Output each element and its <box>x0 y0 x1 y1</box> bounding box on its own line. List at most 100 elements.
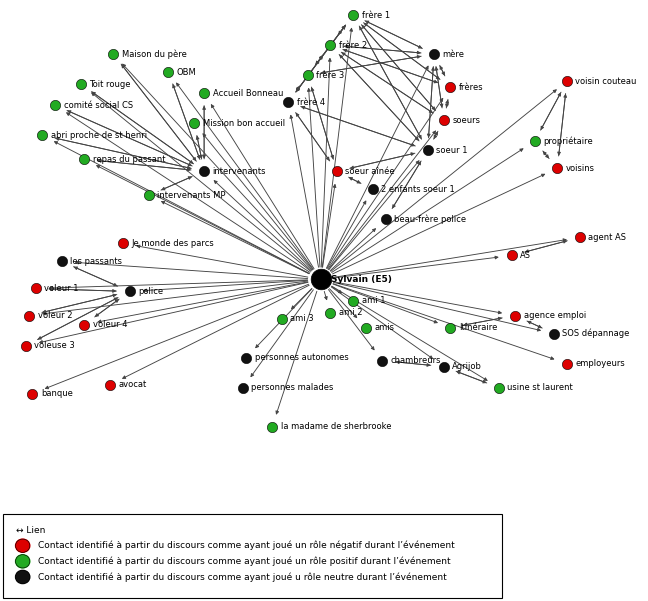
Point <box>325 40 336 50</box>
Text: ami 1: ami 1 <box>362 296 385 305</box>
Point <box>422 145 433 155</box>
Text: 2 enfants soeur 1: 2 enfants soeur 1 <box>381 185 455 194</box>
Circle shape <box>16 555 30 568</box>
Text: les passants: les passants <box>70 257 122 266</box>
Circle shape <box>16 539 30 552</box>
Text: soeur 1: soeur 1 <box>436 146 468 154</box>
Text: comité social CS: comité social CS <box>64 101 133 109</box>
Text: frère 4: frère 4 <box>297 98 325 106</box>
Point <box>27 389 38 398</box>
Text: banque: banque <box>41 389 73 398</box>
Point <box>494 383 504 392</box>
Point <box>510 311 520 320</box>
Text: SOS dépannage: SOS dépannage <box>562 329 630 338</box>
Text: OBM: OBM <box>177 68 196 76</box>
Text: Accueil Bonneau: Accueil Bonneau <box>213 89 283 97</box>
Point <box>189 118 200 128</box>
Point <box>367 185 378 194</box>
Text: intervenants MP: intervenants MP <box>157 191 226 200</box>
Point <box>575 233 585 242</box>
Point <box>552 163 562 173</box>
Text: ↔ Lien: ↔ Lien <box>16 526 45 534</box>
Point <box>380 215 391 224</box>
Point <box>377 356 388 365</box>
Text: voleur 4: voleur 4 <box>93 320 127 329</box>
Point <box>56 257 67 266</box>
Point <box>30 284 41 293</box>
Point <box>79 154 89 164</box>
Point <box>439 362 449 371</box>
Text: intervenants: intervenants <box>213 167 266 175</box>
Point <box>361 323 371 332</box>
Text: chambreurs: chambreurs <box>391 356 441 365</box>
Text: Contact identifié à partir du discours comme ayant joué u rôle neutre durant l’é: Contact identifié à partir du discours c… <box>38 572 446 582</box>
Point <box>79 320 89 329</box>
Text: Sylvain (E5): Sylvain (E5) <box>331 275 392 284</box>
Point <box>199 166 209 176</box>
Text: police: police <box>138 287 163 296</box>
Circle shape <box>16 570 30 584</box>
Text: voleur 1: voleur 1 <box>44 284 78 293</box>
Point <box>199 88 209 98</box>
Point <box>562 359 572 368</box>
Text: Contact identifié à partir du discours comme ayant joué un rôle négatif durant l: Contact identifié à partir du discours c… <box>38 541 454 551</box>
Point <box>50 100 60 110</box>
Text: employeurs: employeurs <box>575 359 625 368</box>
Text: usine st laurent: usine st laurent <box>507 383 573 392</box>
Text: beau-frère police: beau-frère police <box>394 215 466 224</box>
Point <box>37 130 47 140</box>
Text: amis: amis <box>375 323 395 332</box>
Text: la madame de sherbrooke: la madame de sherbrooke <box>281 423 391 431</box>
Point <box>445 82 456 92</box>
Text: voleur 2: voleur 2 <box>38 311 72 320</box>
Text: frère 1: frère 1 <box>362 11 389 19</box>
Point <box>439 115 449 125</box>
Text: Je monde des parcs: Je monde des parcs <box>132 239 214 248</box>
Text: voleuse 3: voleuse 3 <box>34 341 75 350</box>
Point <box>76 79 86 89</box>
Text: Maison du père: Maison du père <box>122 49 187 59</box>
Point <box>267 422 277 432</box>
Text: personnes autonomes: personnes autonomes <box>255 353 349 362</box>
Text: frères: frères <box>459 83 483 91</box>
Point <box>507 251 517 260</box>
FancyBboxPatch shape <box>3 514 502 598</box>
Point <box>529 136 540 146</box>
Text: AS: AS <box>520 251 531 260</box>
Point <box>163 67 174 77</box>
Text: mère: mère <box>443 50 465 58</box>
Point <box>118 239 128 248</box>
Point <box>332 166 342 176</box>
Point <box>238 383 248 392</box>
Text: Mission bon accueil: Mission bon accueil <box>203 119 285 127</box>
Text: propriétaire: propriétaire <box>543 136 593 146</box>
Point <box>562 76 572 86</box>
Text: frère 2: frère 2 <box>339 41 367 49</box>
Point <box>124 287 135 296</box>
Text: abri proche de st henri: abri proche de st henri <box>51 131 146 139</box>
Text: personnes malades: personnes malades <box>251 383 334 392</box>
Point <box>21 341 31 350</box>
Point <box>429 49 439 59</box>
Text: voisins: voisins <box>566 164 595 172</box>
Point <box>283 97 294 107</box>
Point <box>105 380 115 389</box>
Point <box>303 70 313 80</box>
Text: Agrijob: Agrijob <box>452 362 482 371</box>
Text: agent AS: agent AS <box>588 233 627 242</box>
Point <box>24 311 34 320</box>
Point <box>277 314 287 323</box>
Point <box>144 191 154 200</box>
Point <box>316 275 326 284</box>
Text: ami 2: ami 2 <box>339 308 362 317</box>
Text: repas du passant: repas du passant <box>93 155 165 163</box>
Text: soeurs: soeurs <box>452 116 480 124</box>
Point <box>348 10 358 20</box>
Point <box>348 296 358 305</box>
Point <box>325 308 336 317</box>
Text: Contact identifié à partir du discours comme ayant joué un rôle positif durant l: Contact identifié à partir du discours c… <box>38 557 450 566</box>
Point <box>241 353 251 362</box>
Text: frère 3: frère 3 <box>316 71 345 79</box>
Text: Itinéraire: Itinéraire <box>459 323 497 332</box>
Text: ami 3: ami 3 <box>290 314 314 323</box>
